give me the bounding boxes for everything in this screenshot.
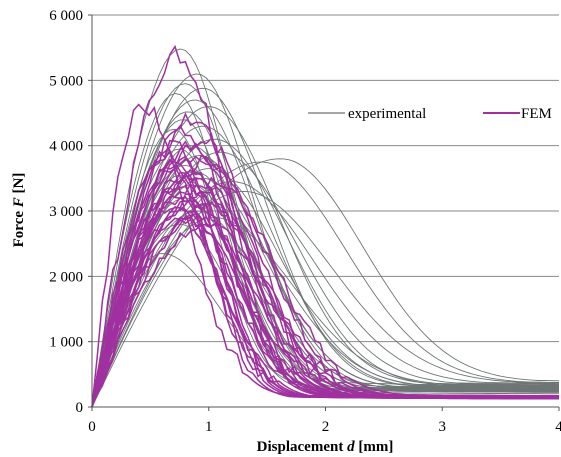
x-tick-label: 0 xyxy=(88,419,96,435)
legend: experimental FEM xyxy=(303,100,558,128)
x-tick-label: 3 xyxy=(439,419,447,435)
fem-curve xyxy=(91,214,559,408)
y-tick-label: 4 000 xyxy=(49,139,83,155)
fem-curve xyxy=(91,124,559,408)
x-axis-title: Displacement d [mm] xyxy=(257,439,394,455)
legend-fem-label: FEM xyxy=(521,106,552,122)
experimental-curve xyxy=(91,190,559,408)
tick-labels: 0 1 000 2 000 3 000 4 000 5 000 6 000 0 1 2 3 4 xyxy=(49,8,561,435)
x-tick-label: 2 xyxy=(322,419,330,435)
y-axis-title: Force F [N] xyxy=(11,173,27,248)
fem-curve xyxy=(91,185,559,408)
axes xyxy=(88,14,560,411)
experimental-curve xyxy=(91,158,560,408)
experimental-curve xyxy=(91,204,559,408)
y-tick-label: 2 000 xyxy=(49,269,83,285)
fem-curve xyxy=(91,112,559,408)
legend-experimental-label: experimental xyxy=(348,106,426,122)
experimental-curve xyxy=(91,125,559,408)
y-tick-label: 6 000 xyxy=(49,8,83,24)
y-tick-label: 1 000 xyxy=(49,335,83,351)
fem-series xyxy=(91,44,560,408)
experimental-curve xyxy=(91,138,559,408)
x-tick-label: 4 xyxy=(555,419,561,435)
fem-curve xyxy=(91,221,559,408)
y-tick-label: 0 xyxy=(76,400,84,416)
experimental-curve xyxy=(91,197,560,408)
experimental-curve xyxy=(91,217,560,408)
fem-curve xyxy=(91,199,559,408)
y-tick-label: 3 000 xyxy=(49,204,83,220)
experimental-curve xyxy=(91,161,560,408)
x-tick-label: 1 xyxy=(205,419,213,435)
y-tick-label: 5 000 xyxy=(49,73,83,89)
fem-curve xyxy=(91,217,560,408)
